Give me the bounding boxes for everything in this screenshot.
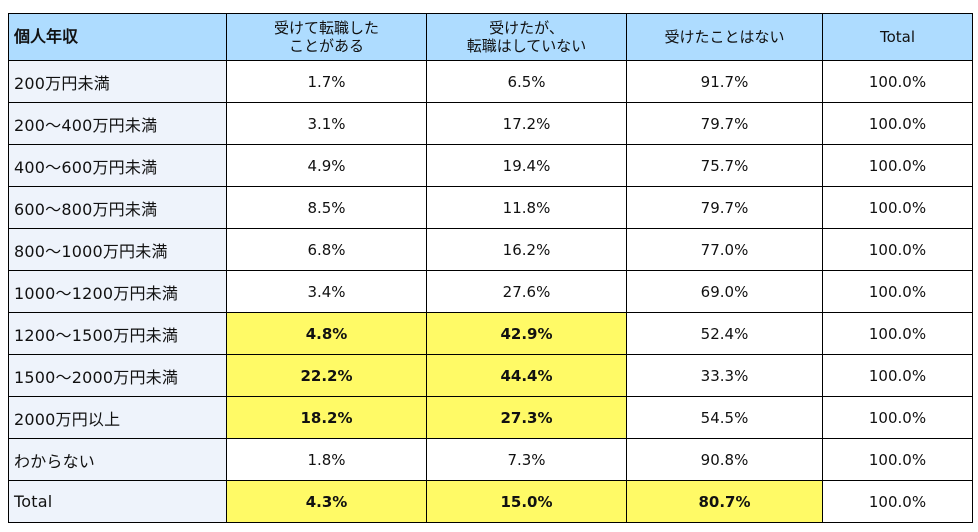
table-cell: 100.0% [822,186,973,229]
table-cell: 75.7% [626,144,823,187]
table-row: 1000～1200万円未満 3.4% 27.6% 69.0% 100.0% [8,270,973,313]
table-cell: 100.0% [822,480,973,523]
table-cell: 11.8% [426,186,627,229]
table-cell: 100.0% [822,144,973,187]
row-label: 200万円未満 [8,60,227,103]
row-label: 600～800万円未満 [8,186,227,229]
table-row: 600～800万円未満 8.5% 11.8% 79.7% 100.0% [8,186,973,229]
header-row: 個人年収 受けて転職した ことがある 受けたが、 転職はしていない 受けたことは… [8,13,973,61]
table-cell: 22.2% [226,354,427,397]
table-cell: 1.7% [226,60,427,103]
table-cell: 27.3% [426,396,627,439]
row-label: わからない [8,438,227,481]
table-cell: 79.7% [626,186,823,229]
table-row: 400～600万円未満 4.9% 19.4% 75.7% 100.0% [8,144,973,187]
table-cell: 100.0% [822,438,973,481]
table-cell: 6.5% [426,60,627,103]
header-income: 個人年収 [8,13,227,61]
income-job-change-table: 個人年収 受けて転職した ことがある 受けたが、 転職はしていない 受けたことは… [8,13,973,523]
table-row: 200～400万円未満 3.1% 17.2% 79.7% 100.0% [8,102,973,145]
row-label: 200～400万円未満 [8,102,227,145]
table-cell: 33.3% [626,354,823,397]
table-cell: 77.0% [626,228,823,271]
table-cell: 17.2% [426,102,627,145]
table-cell: 54.5% [626,396,823,439]
table-row: 2000万円以上 18.2% 27.3% 54.5% 100.0% [8,396,973,439]
table-cell: 44.4% [426,354,627,397]
table-cell: 18.2% [226,396,427,439]
row-label: 1000～1200万円未満 [8,270,227,313]
table-cell: 79.7% [626,102,823,145]
table-row: 800～1000万円未満 6.8% 16.2% 77.0% 100.0% [8,228,973,271]
total-row: Total 4.3% 15.0% 80.7% 100.0% [8,480,973,523]
table-cell: 6.8% [226,228,427,271]
table-cell: 16.2% [426,228,627,271]
table-cell: 4.3% [226,480,427,523]
table-cell: 69.0% [626,270,823,313]
table-cell: 4.9% [226,144,427,187]
table-cell: 100.0% [822,396,973,439]
table-cell: 91.7% [626,60,823,103]
row-label: 800～1000万円未満 [8,228,227,271]
table-cell: 27.6% [426,270,627,313]
table-cell: 15.0% [426,480,627,523]
row-label: 1200～1500万円未満 [8,312,227,355]
table-cell: 90.8% [626,438,823,481]
table-row: 200万円未満 1.7% 6.5% 91.7% 100.0% [8,60,973,103]
table-row: 1500～2000万円未満 22.2% 44.4% 33.3% 100.0% [8,354,973,397]
row-label: Total [8,480,227,523]
table-cell: 100.0% [822,354,973,397]
row-label: 400～600万円未満 [8,144,227,187]
header-total: Total [822,13,973,61]
table-cell: 100.0% [822,312,973,355]
header-not-changed: 受けたが、 転職はしていない [426,13,627,61]
table-cell: 52.4% [626,312,823,355]
table-cell: 19.4% [426,144,627,187]
table-cell: 7.3% [426,438,627,481]
table-cell: 3.1% [226,102,427,145]
table-cell: 80.7% [626,480,823,523]
table-row: わからない 1.8% 7.3% 90.8% 100.0% [8,438,973,481]
table-cell: 100.0% [822,228,973,271]
row-label: 2000万円以上 [8,396,227,439]
table-cell: 100.0% [822,60,973,103]
table-cell: 1.8% [226,438,427,481]
table-cell: 100.0% [822,102,973,145]
table-cell: 42.9% [426,312,627,355]
table-row: 1200～1500万円未満 4.8% 42.9% 52.4% 100.0% [8,312,973,355]
table-cell: 3.4% [226,270,427,313]
table-cell: 4.8% [226,312,427,355]
table-cell: 100.0% [822,270,973,313]
header-changed-jobs: 受けて転職した ことがある [226,13,427,61]
row-label: 1500～2000万円未満 [8,354,227,397]
table-cell: 8.5% [226,186,427,229]
header-never-received: 受けたことはない [626,13,823,61]
